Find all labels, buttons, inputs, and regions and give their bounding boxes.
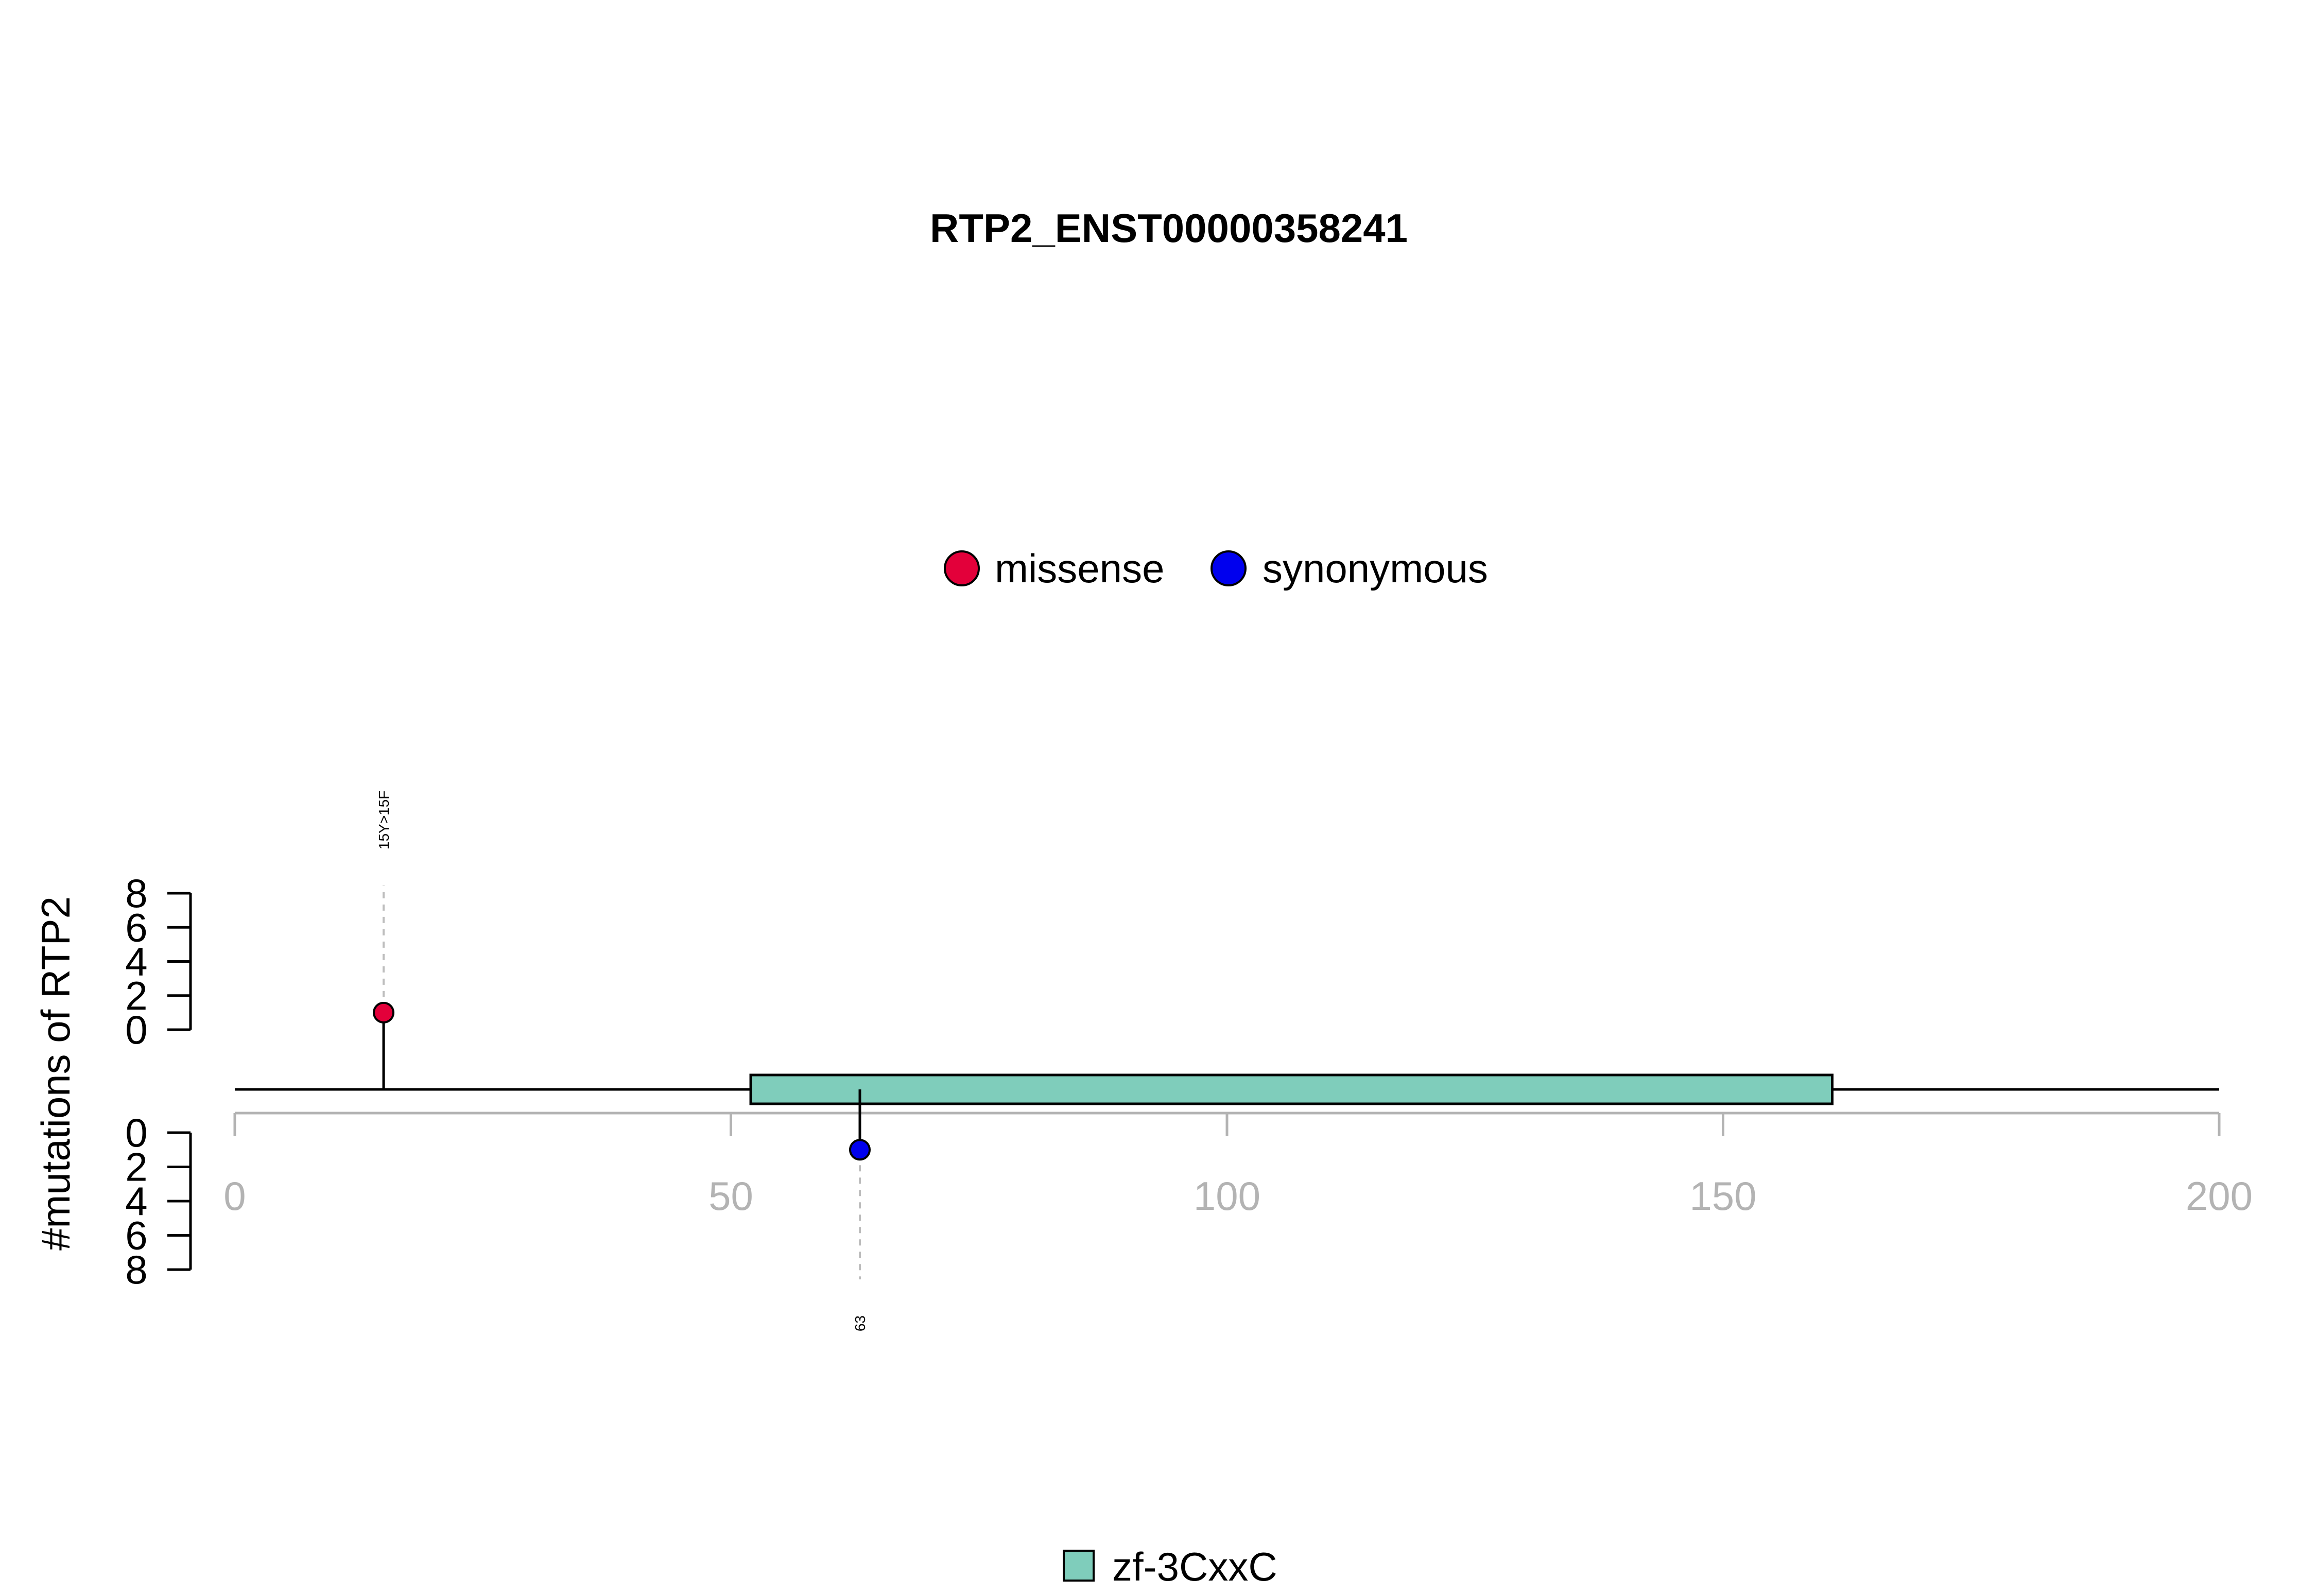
upper-y-tick-label-4: 4 [125,939,147,984]
domain-legend: zf-3CxxC [1063,1544,1277,1589]
upper-y-tick-label-0: 0 [125,1007,147,1052]
domain-0 [749,1073,1834,1105]
x-tick-label-200: 200 [2186,1173,2253,1219]
lower-y-tick-label-8: 8 [125,1247,147,1292]
lower-y-tick-label-0: 0 [125,1110,147,1155]
mutation-0: 15Y>15F [373,791,395,1089]
domain-track [749,1073,1834,1105]
x-tick-label-100: 100 [1194,1173,1260,1219]
mutation-point-0 [373,1001,395,1023]
legend-label-missense: missense [995,546,1164,591]
x-tick-label-50: 50 [708,1173,753,1219]
x-tick-label-150: 150 [1689,1173,1756,1219]
legend-marker-missense [944,550,980,586]
domain-legend-label: zf-3CxxC [1112,1544,1277,1589]
upper-y-tick-label-8: 8 [125,871,147,916]
lower-y-tick-label-4: 4 [125,1178,147,1224]
x-tick-label-0: 0 [223,1173,246,1219]
mutation-legend: missense synonymous [944,546,1488,591]
mutation-label-0: 15Y>15F [376,791,392,849]
mutation-track: 15Y>15F 63 [373,791,871,1331]
x-axis: 0 50 100 150 200 [223,1112,2253,1219]
domain-legend-swatch [1063,1550,1095,1582]
upper-y-tick-label-6: 6 [125,905,147,950]
lower-y-tick-label-6: 6 [125,1213,147,1258]
lower-y-tick-label-2: 2 [125,1144,147,1190]
upper-y-tick-label-2: 2 [125,973,147,1018]
mutation-label-1: 63 [852,1315,868,1331]
mutation-1: 63 [849,1089,871,1331]
legend-marker-synonymous [1211,550,1247,586]
chart-title: RTP2_ENST00000358241 [930,205,1408,251]
legend-label-synonymous: synonymous [1263,546,1488,591]
mutation-point-1 [849,1139,871,1161]
y-axis-label: #mutations of RTP2 [33,896,78,1251]
